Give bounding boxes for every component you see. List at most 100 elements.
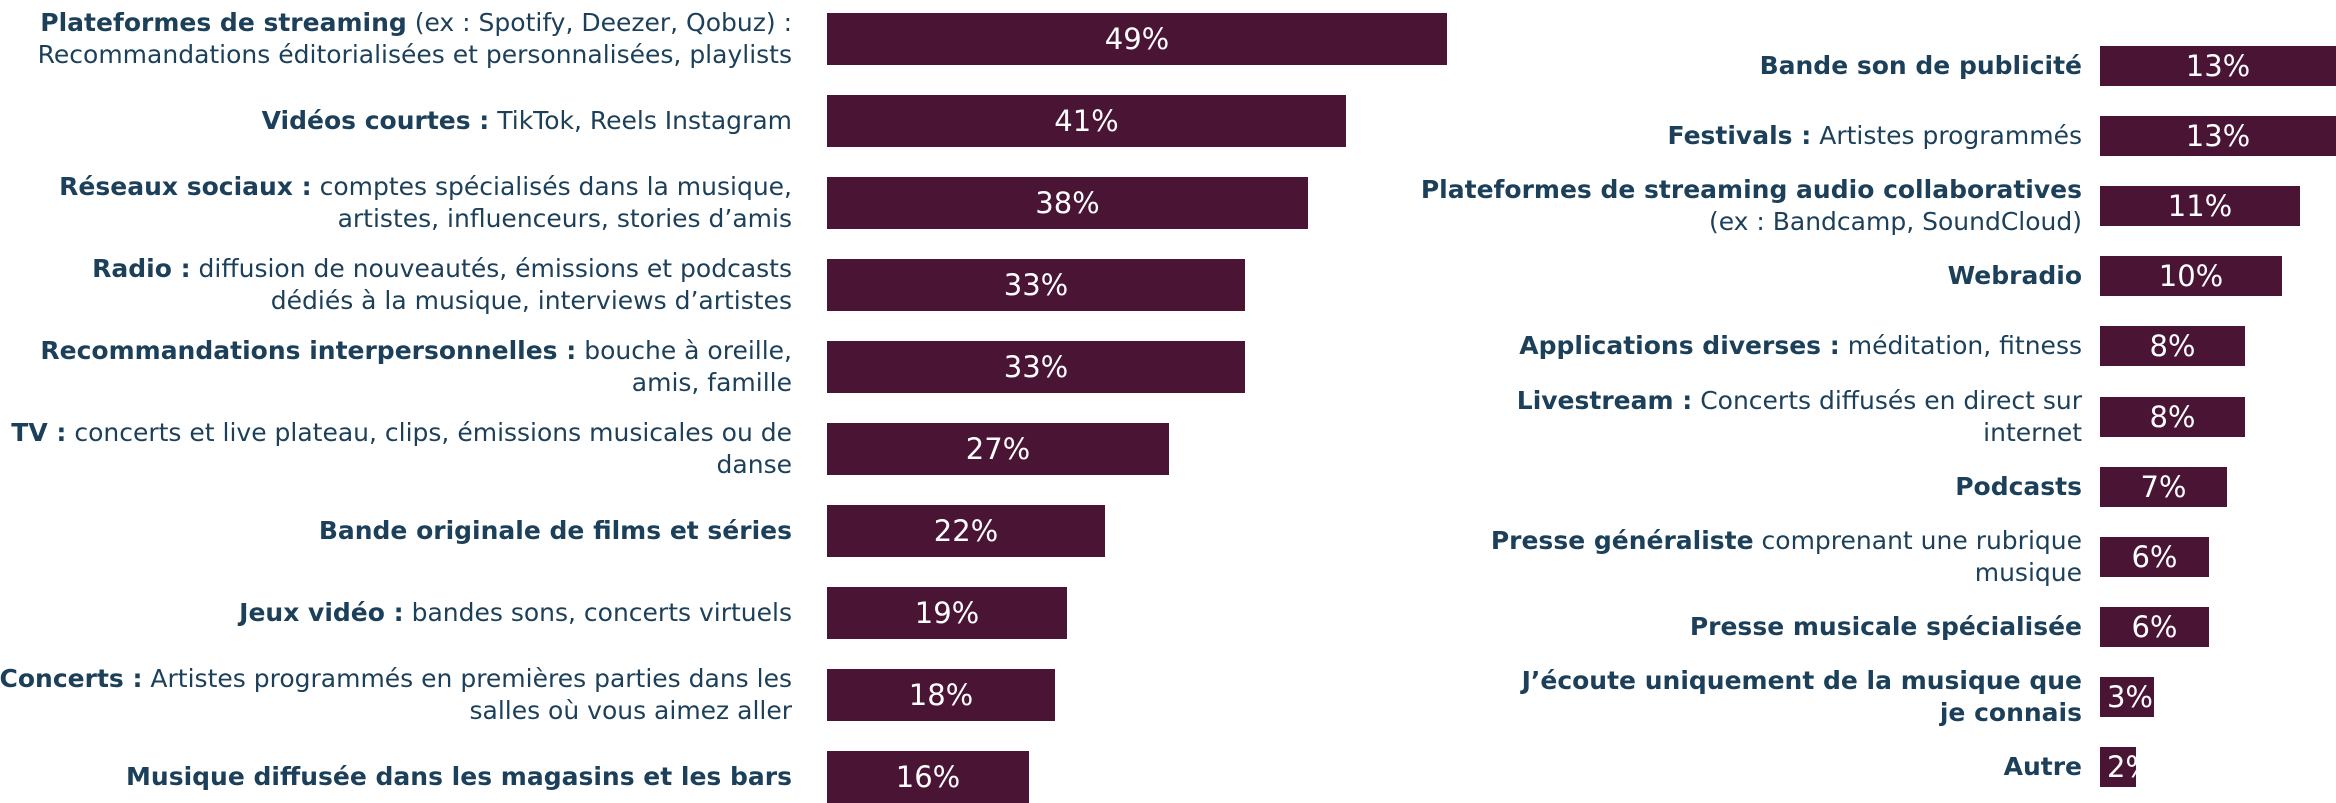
category-label: Applications diverses : méditation, fitn… [1519,330,2082,362]
category-label: Webradio [1948,260,2082,292]
value-label: 13% [2100,116,2336,156]
category-label-text: Concerts diffusés en direct sur [1692,386,2082,415]
category-label: Radio : diffusion de nouveautés, émissio… [92,253,792,317]
category-label-text: Artistes programmés [1811,121,2082,150]
category-label-bold: Réseaux sociaux : [59,172,311,201]
value-label: 8% [2100,326,2245,366]
category-label-line: musique [1491,557,2082,589]
category-label: TV : concerts et live plateau, clips, ém… [11,417,792,481]
category-label-text: salles où vous aimez aller [469,696,792,725]
category-label-bold: J’écoute uniquement de la musique que [1522,666,2082,695]
value-label: 38% [827,177,1308,229]
value-label: 33% [827,259,1245,311]
category-label-line: Plateformes de streaming (ex : Spotify, … [38,7,792,39]
category-label-line: J’écoute uniquement de la musique que [1522,665,2082,697]
value-label: 16% [827,751,1029,803]
category-label-text: bandes sons, concerts virtuels [404,598,792,627]
category-label-text: (ex : Spotify, Deezer, Qobuz) : [407,8,792,37]
category-label-line: Vidéos courtes : TikTok, Reels Instagram [262,105,792,137]
category-label-text: internet [1983,418,2082,447]
category-label-text: musique [1975,558,2082,587]
category-label-line: Jeux vidéo : bandes sons, concerts virtu… [239,597,792,629]
category-label-line: Musique diffusée dans les magasins et le… [126,761,792,793]
category-label: Concerts : Artistes programmés en premiè… [0,663,792,727]
category-label: Plateformes de streaming (ex : Spotify, … [38,7,792,71]
category-label-line: Presse musicale spécialisée [1690,611,2082,643]
category-label-text: amis, famille [632,368,792,397]
category-label-bold: TV : [11,418,66,447]
category-label-line: Autre [2004,751,2082,783]
category-label-line: Podcasts [1955,471,2082,503]
category-label: Jeux vidéo : bandes sons, concerts virtu… [239,597,792,629]
category-label: Presse musicale spécialisée [1690,611,2082,643]
category-label: Festivals : Artistes programmés [1668,120,2082,152]
category-label-line: (ex : Bandcamp, SoundCloud) [1421,206,2082,238]
category-label-line: Webradio [1948,260,2082,292]
category-label-line: Applications diverses : méditation, fitn… [1519,330,2082,362]
category-label-line: Réseaux sociaux : comptes spécialisés da… [59,171,792,203]
category-label-line: Concerts : Artistes programmés en premiè… [0,663,792,695]
category-label-bold: Presse musicale spécialisée [1690,612,2082,641]
category-label-bold: Autre [2004,752,2082,781]
category-label-bold: Plateformes de streaming audio collabora… [1421,175,2082,204]
value-label: 19% [827,587,1067,639]
category-label-line: danse [11,449,792,481]
category-label-bold: Festivals : [1668,121,1812,150]
category-label-text: bouche à oreille, [576,336,792,365]
value-label: 41% [827,95,1346,147]
category-label: Recommandations interpersonnelles : bouc… [40,335,792,399]
category-label-line: Festivals : Artistes programmés [1668,120,2082,152]
value-label: 49% [827,13,1447,65]
value-label: 10% [2100,256,2282,296]
category-label-line: salles où vous aimez aller [0,695,792,727]
category-label: Presse généraliste comprenant une rubriq… [1491,525,2082,589]
category-label-text: diffusion de nouveautés, émissions et po… [191,254,792,283]
category-label-bold: Applications diverses : [1519,331,1840,360]
category-label-bold: Podcasts [1955,472,2082,501]
category-label-text: TikTok, Reels Instagram [489,106,792,135]
value-label: 33% [827,341,1245,393]
category-label-bold: Presse généraliste [1491,526,1754,555]
category-label-bold: Musique diffusée dans les magasins et le… [126,762,792,791]
category-label-text: comprenant une rubrique [1754,526,2082,555]
category-label-text: Recommandations éditorialisées et person… [38,40,792,69]
value-label: 13% [2100,46,2336,86]
category-label: Réseaux sociaux : comptes spécialisés da… [59,171,792,235]
category-label: Livestream : Concerts diffusés en direct… [1517,385,2082,449]
value-label: 2% [2100,747,2160,787]
category-label-text: comptes spécialisés dans la musique, [312,172,792,201]
category-label: Bande son de publicité [1760,50,2082,82]
category-label-bold: Bande originale de films et séries [319,516,792,545]
category-label: Podcasts [1955,471,2082,503]
category-label-bold: Plateformes de streaming [40,8,407,37]
category-label-line: Livestream : Concerts diffusés en direct… [1517,385,2082,417]
category-label-bold: Livestream : [1517,386,1693,415]
value-label: 8% [2100,397,2245,437]
category-label-bold: Vidéos courtes : [262,106,490,135]
category-label-line: je connais [1522,697,2082,729]
category-label-line: Plateformes de streaming audio collabora… [1421,174,2082,206]
category-label: J’écoute uniquement de la musique que je … [1522,665,2082,729]
category-label-line: Recommandations interpersonnelles : bouc… [40,335,792,367]
category-label-text: concerts et live plateau, clips, émissio… [66,418,792,447]
value-label: 3% [2100,677,2160,717]
category-label: Bande originale de films et séries [319,515,792,547]
category-label-bold: Radio : [92,254,190,283]
value-label: 18% [827,669,1055,721]
category-label: Musique diffusée dans les magasins et le… [126,761,792,793]
category-label-line: Recommandations éditorialisées et person… [38,39,792,71]
category-label-line: Presse généraliste comprenant une rubriq… [1491,525,2082,557]
category-label-line: internet [1517,417,2082,449]
category-label-line: dédiés à la musique, interviews d’artist… [92,285,792,317]
category-label-bold: Webradio [1948,261,2082,290]
category-label-line: Radio : diffusion de nouveautés, émissio… [92,253,792,285]
category-label-line: Bande originale de films et séries [319,515,792,547]
value-label: 22% [827,505,1105,557]
category-label: Vidéos courtes : TikTok, Reels Instagram [262,105,792,137]
category-label-bold: Bande son de publicité [1760,51,2082,80]
category-label-bold: je connais [1940,698,2082,727]
category-label-line: amis, famille [40,367,792,399]
value-label: 27% [827,423,1169,475]
category-label-line: Bande son de publicité [1760,50,2082,82]
category-label-line: artistes, influenceurs, stories d’amis [59,203,792,235]
